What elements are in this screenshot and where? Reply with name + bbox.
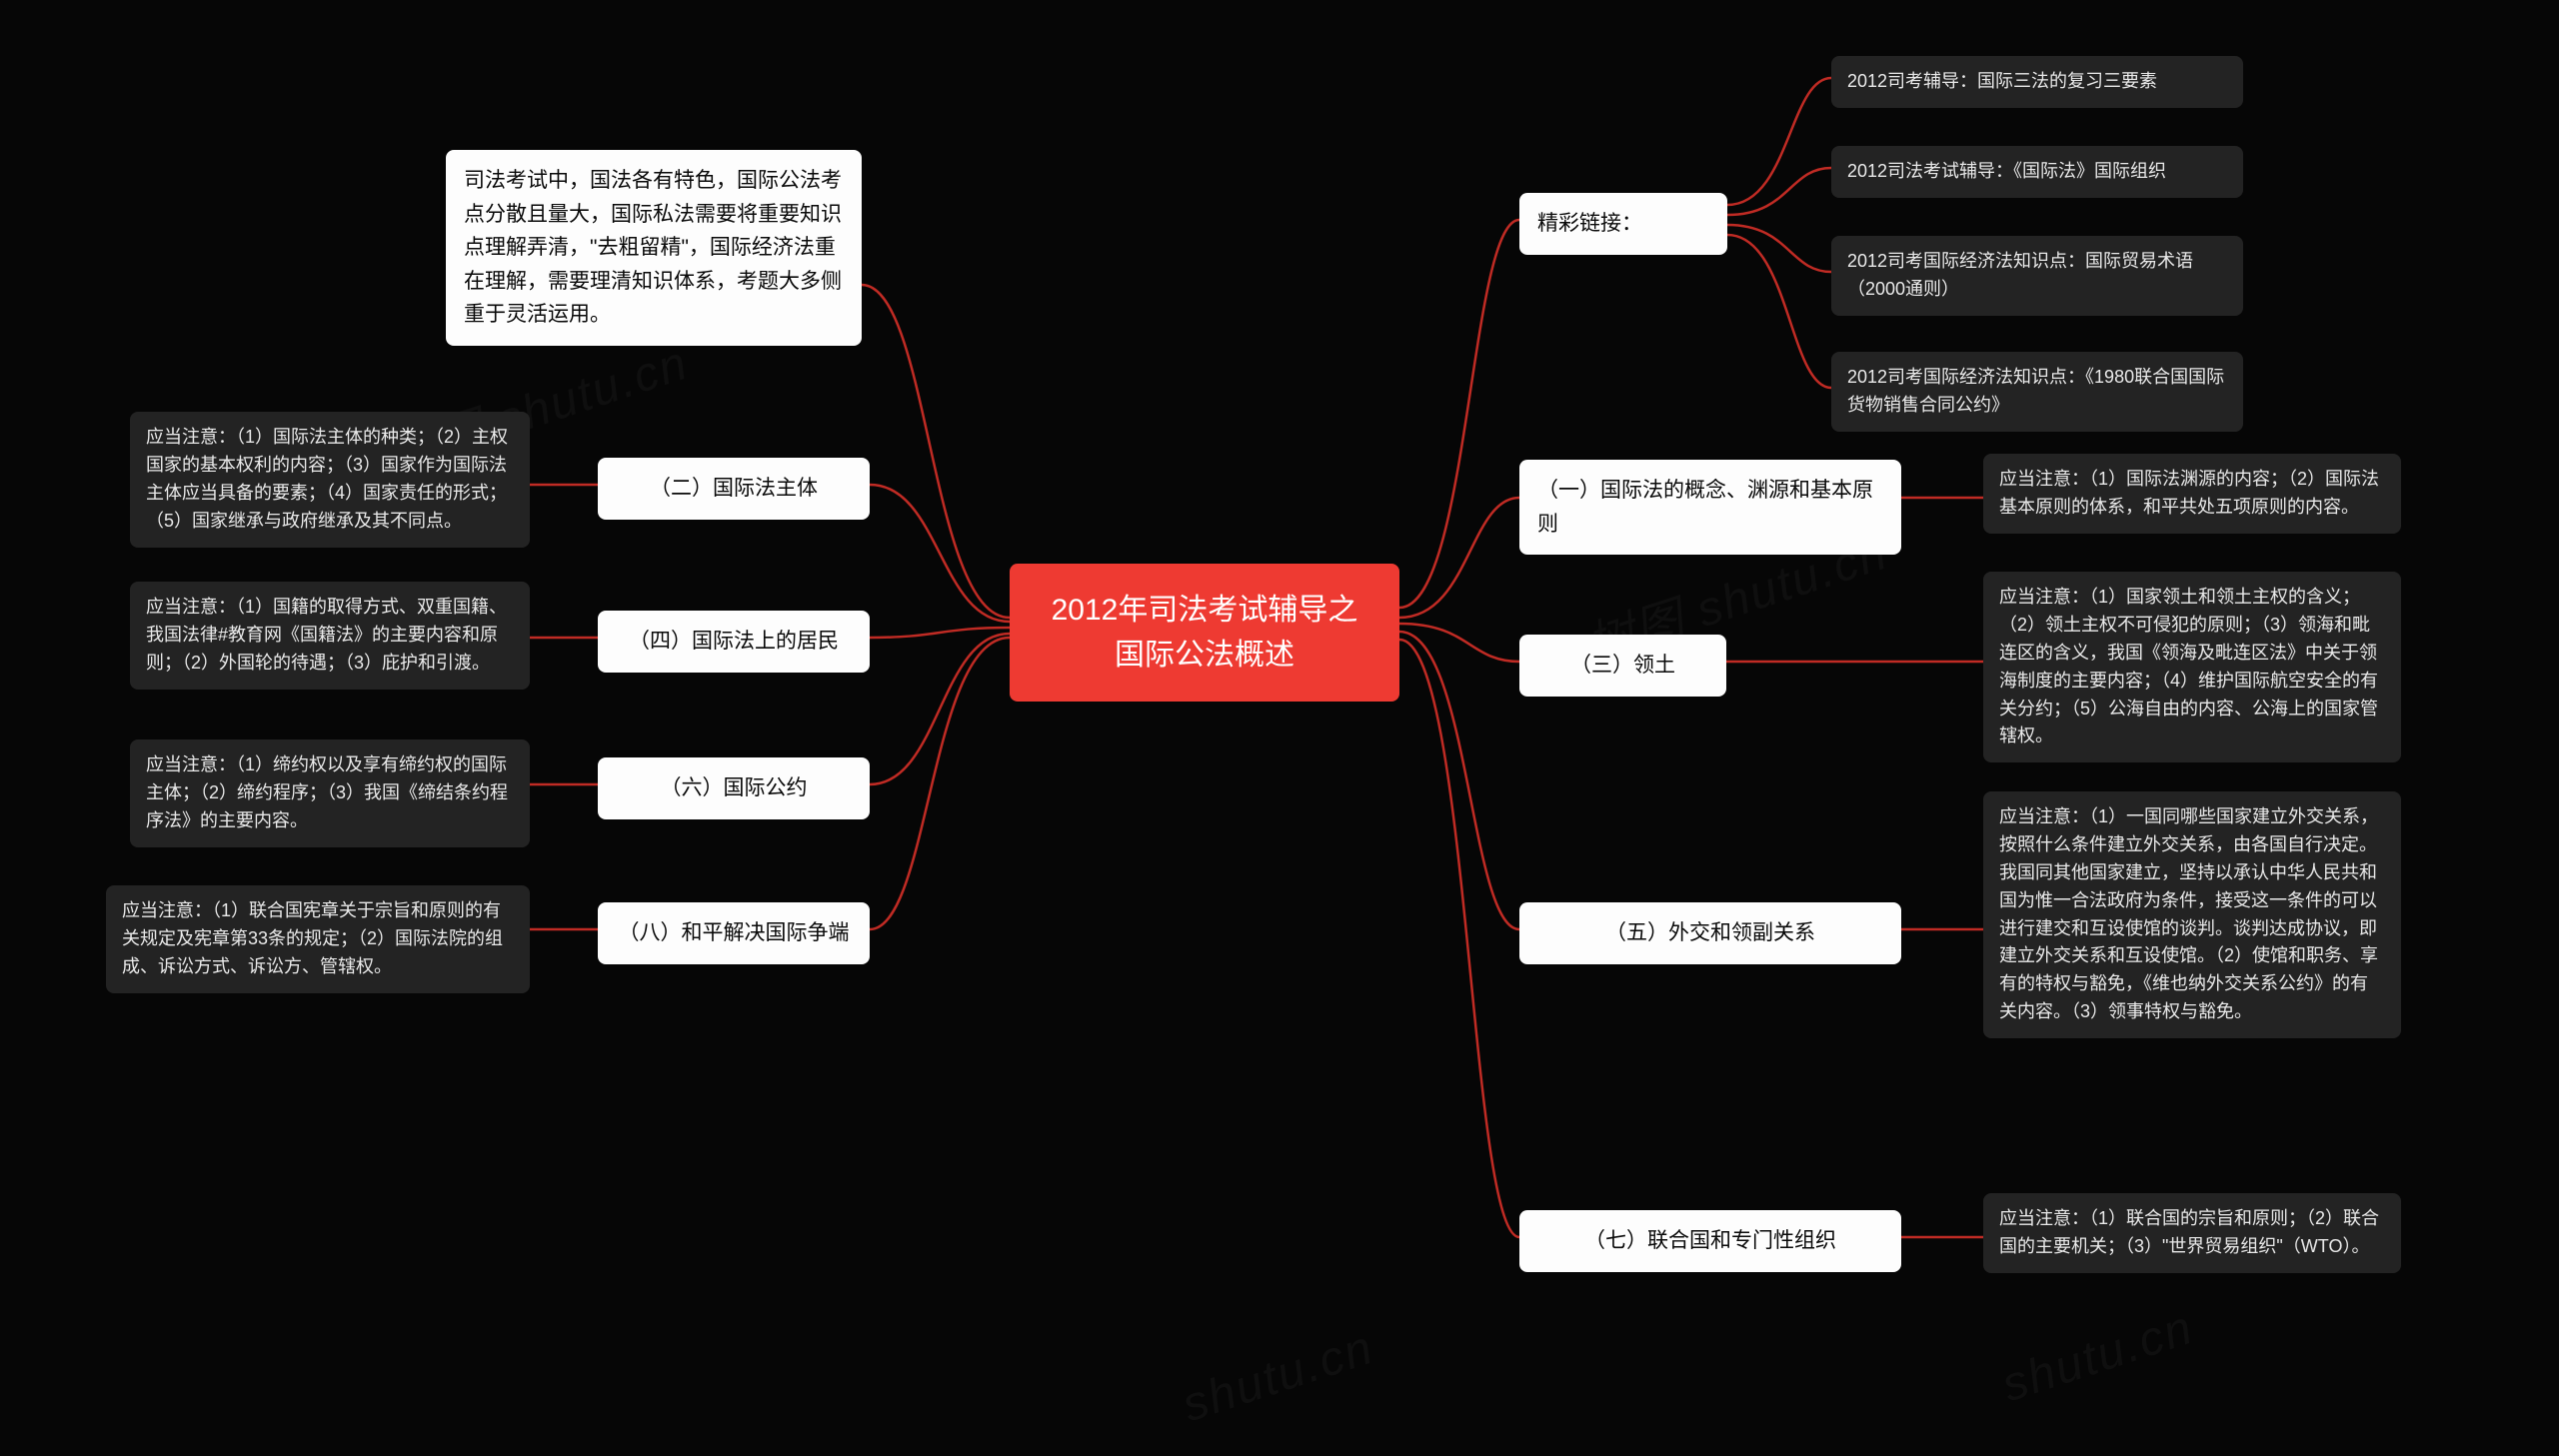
link-item-3[interactable]: 2012司考国际经济法知识点：《1980联合国国际货物销售合同公约》: [1831, 352, 2243, 432]
watermark: shutu.cn: [1995, 1300, 2200, 1413]
watermark: shutu.cn: [1176, 1320, 1380, 1433]
node-3[interactable]: （三）领土: [1519, 635, 1726, 697]
link-item-2[interactable]: 2012司考国际经济法知识点：国际贸易术语（2000通则）: [1831, 236, 2243, 316]
node-5[interactable]: （五）外交和领副关系: [1519, 902, 1901, 964]
node-8-detail: 应当注意：（1）联合国宪章关于宗旨和原则的有关规定及宪章第33条的规定；（2）国…: [106, 885, 530, 993]
node-2-detail: 应当注意：（1）国际法主体的种类；（2）主权国家的基本权利的内容；（3）国家作为…: [130, 412, 530, 548]
node-6[interactable]: （六）国际公约: [598, 757, 870, 819]
link-item-1[interactable]: 2012司法考试辅导：《国际法》国际组织: [1831, 146, 2243, 198]
node-1-detail: 应当注意：（1）国际法渊源的内容；（2）国际法基本原则的体系，和平共处五项原则的…: [1983, 454, 2401, 534]
links-node[interactable]: 精彩链接：: [1519, 193, 1727, 255]
node-1[interactable]: （一）国际法的概念、渊源和基本原则: [1519, 460, 1901, 555]
node-7[interactable]: （七）联合国和专门性组织: [1519, 1210, 1901, 1272]
link-item-0[interactable]: 2012司考辅导：国际三法的复习三要素: [1831, 56, 2243, 108]
root-node[interactable]: 2012年司法考试辅导之国际公法概述: [1010, 564, 1399, 702]
node-8[interactable]: （八）和平解决国际争端: [598, 902, 870, 964]
node-4[interactable]: （四）国际法上的居民: [598, 611, 870, 673]
node-2[interactable]: （二）国际法主体: [598, 458, 870, 520]
node-7-detail: 应当注意：（1）联合国的宗旨和原则；（2）联合国的主要机关；（3）"世界贸易组织…: [1983, 1193, 2401, 1273]
node-3-detail: 应当注意：（1）国家领土和领土主权的含义；（2）领土主权不可侵犯的原则；（3）领…: [1983, 572, 2401, 762]
node-4-detail: 应当注意：（1）国籍的取得方式、双重国籍、我国法律#教育网《国籍法》的主要内容和…: [130, 582, 530, 690]
intro-node[interactable]: 司法考试中，国法各有特色，国际公法考点分散且量大，国际私法需要将重要知识点理解弄…: [446, 150, 862, 346]
node-5-detail: 应当注意：（1）一国同哪些国家建立外交关系，按照什么条件建立外交关系，由各国自行…: [1983, 791, 2401, 1038]
node-6-detail: 应当注意：（1）缔约权以及享有缔约权的国际主体；（2）缔约程序；（3）我国《缔结…: [130, 739, 530, 847]
